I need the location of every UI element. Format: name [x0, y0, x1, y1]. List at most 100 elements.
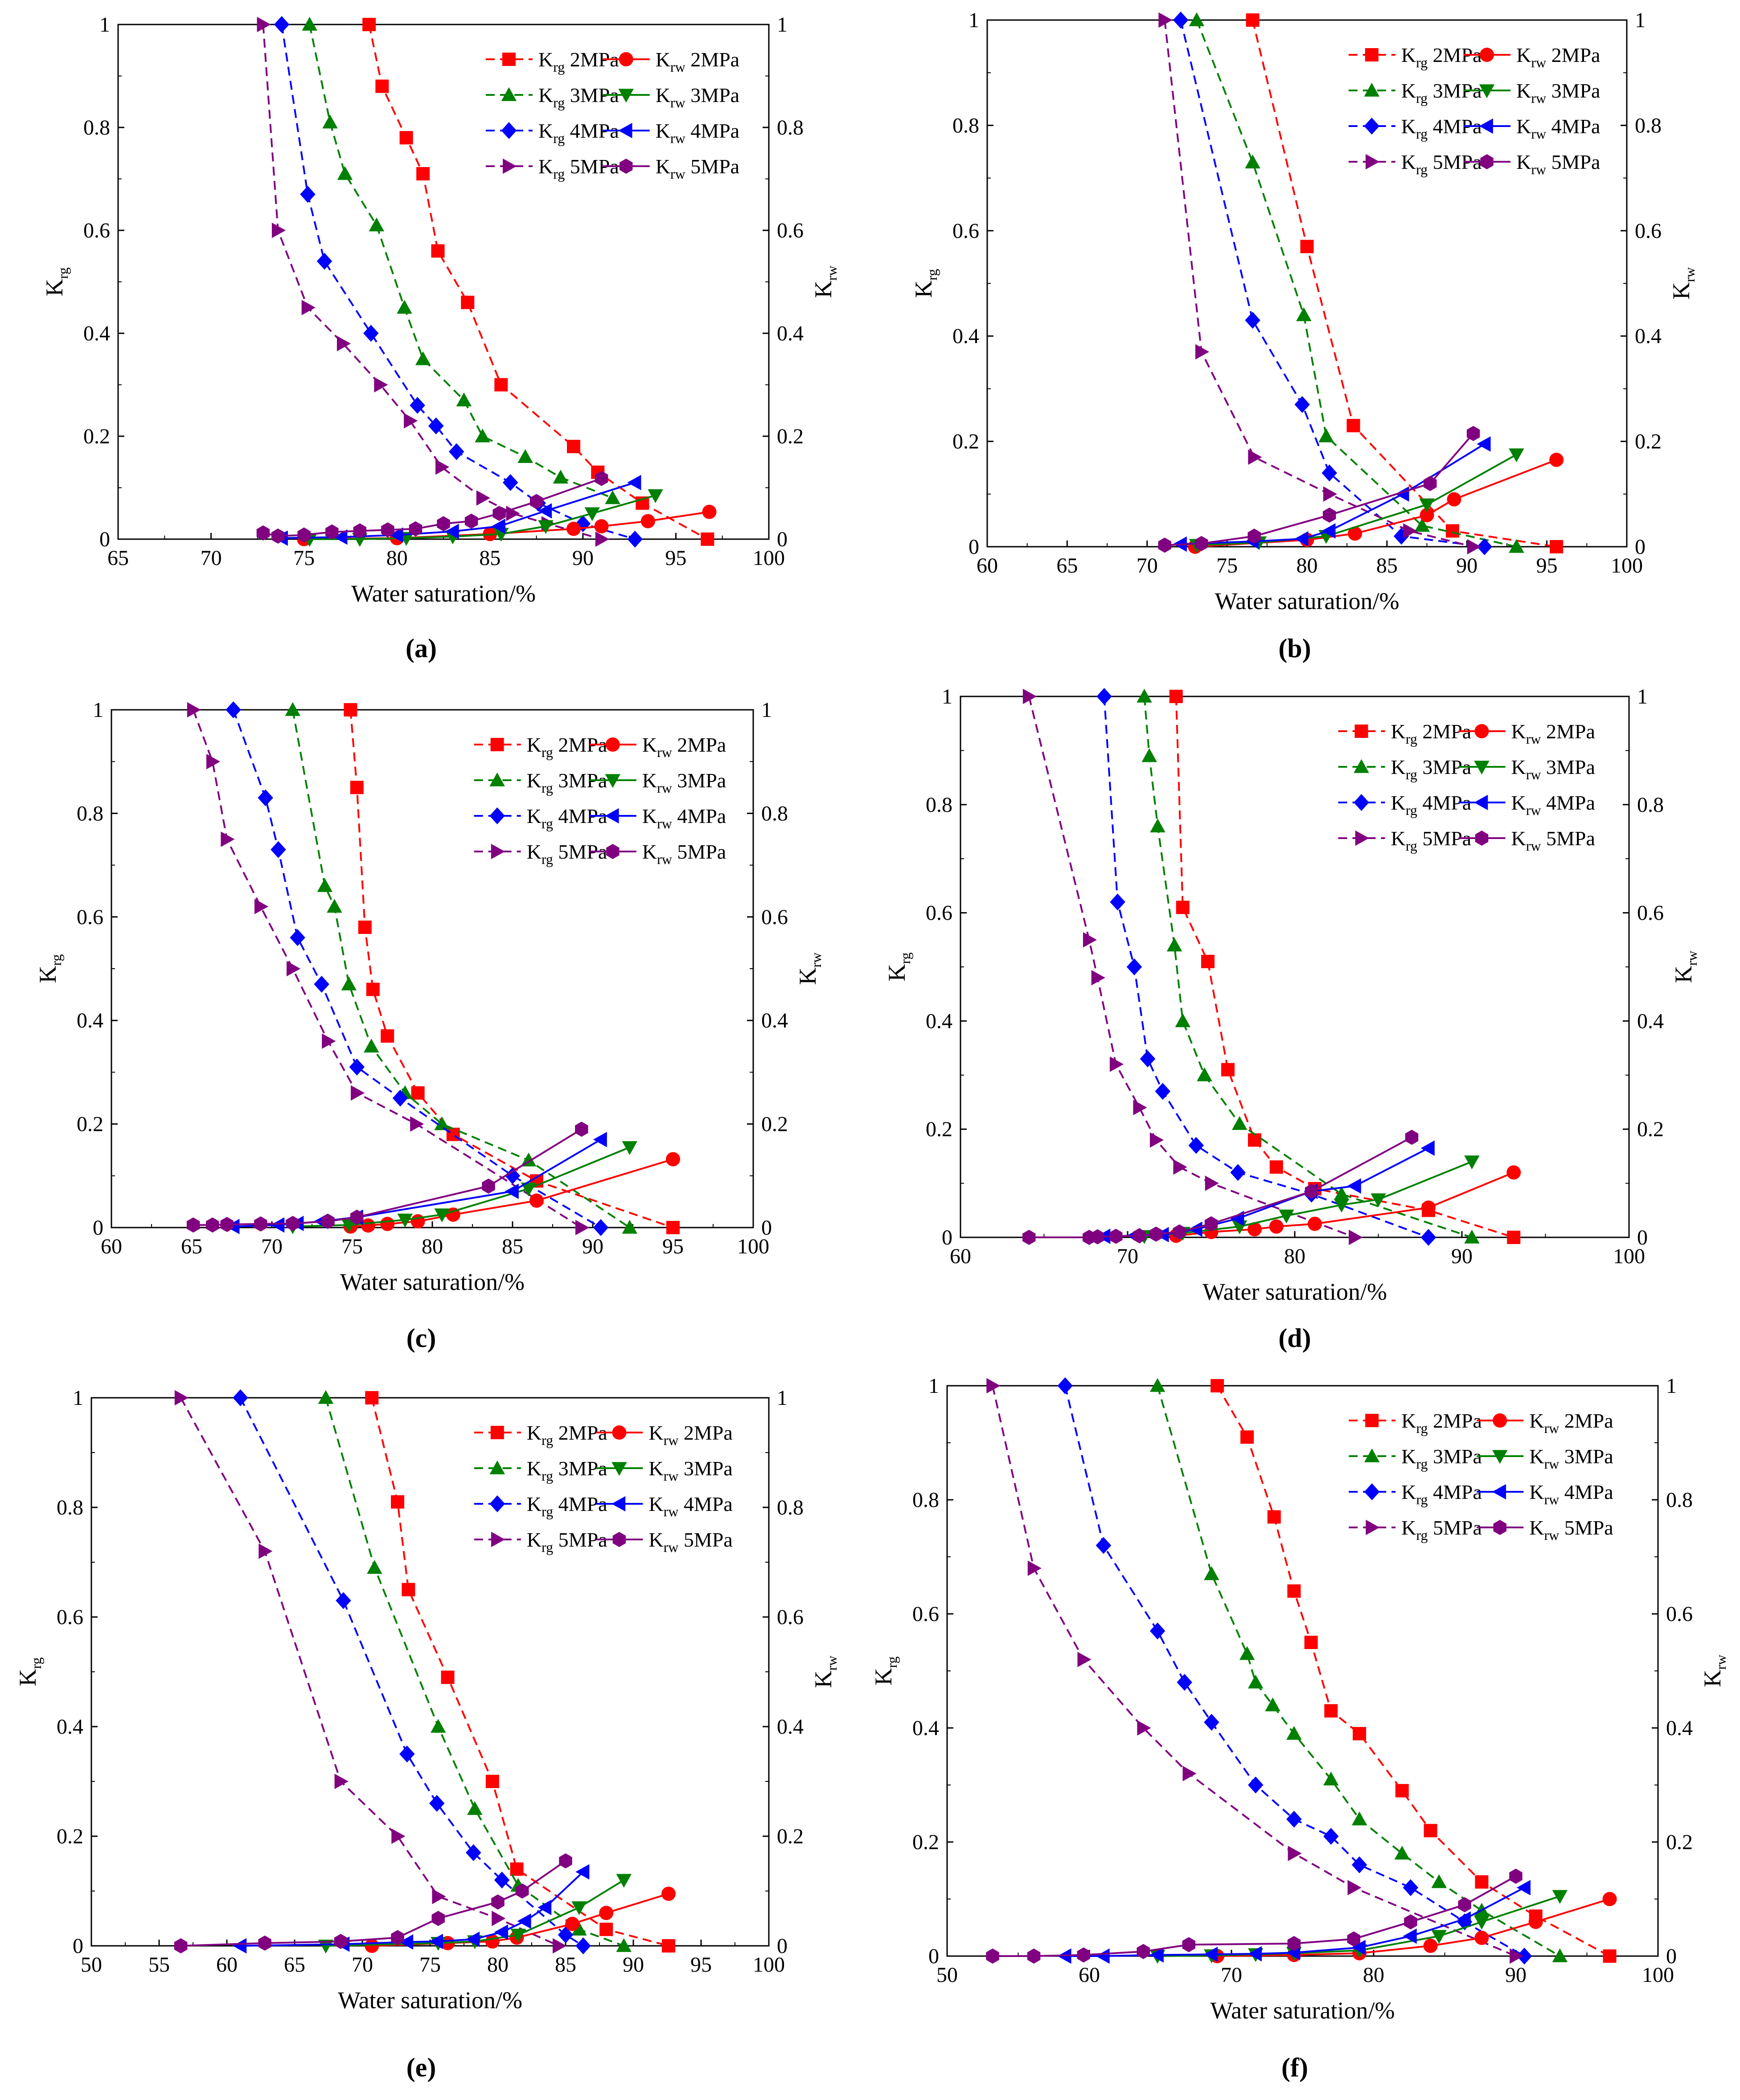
data-point — [1022, 1230, 1036, 1245]
data-point — [666, 1221, 680, 1234]
series-line — [993, 1875, 1516, 1957]
data-point — [349, 1058, 365, 1076]
series-line — [239, 1397, 584, 1947]
series-line — [292, 1146, 630, 1228]
y2-tick-label: 0 — [761, 1216, 772, 1240]
data-point — [701, 532, 714, 546]
legend-marker — [501, 87, 517, 101]
series-line — [1103, 696, 1429, 1238]
data-point — [1230, 1164, 1246, 1181]
y-tick-label: 0.6 — [926, 901, 952, 925]
data-point — [1424, 476, 1437, 491]
data-point — [1195, 344, 1209, 360]
legend-label: Krg 2MPa — [1401, 1409, 1482, 1436]
data-point — [256, 525, 270, 541]
data-point — [1424, 1824, 1437, 1838]
data-point — [1348, 526, 1362, 541]
data-point — [1149, 1622, 1165, 1640]
legend-label: Krg 4MPa — [1391, 791, 1472, 818]
y2-tick-label: 0 — [1666, 1944, 1677, 1968]
legend-marker — [1365, 48, 1379, 61]
data-point — [334, 1773, 349, 1789]
legend-marker — [1493, 1413, 1507, 1428]
data-point — [464, 513, 478, 529]
data-point — [492, 506, 506, 521]
data-point — [1232, 1116, 1248, 1130]
legend-label: Krw 2MPa — [1529, 1409, 1613, 1436]
x-axis-title: Water saturation/% — [351, 580, 536, 607]
legend-marker — [605, 737, 620, 752]
data-point — [1318, 428, 1334, 442]
x-tick-label: 95 — [665, 546, 686, 570]
legend-label: Krg 2MPa — [527, 1421, 607, 1448]
data-point — [1346, 419, 1360, 433]
data-point — [187, 702, 201, 718]
x-tick-label: 85 — [555, 1953, 576, 1977]
data-point — [397, 300, 412, 314]
legend-marker — [618, 123, 632, 139]
legend-label: Krw 5MPa — [1511, 827, 1595, 854]
legend-label: Krg 5MPa — [1401, 1516, 1482, 1543]
data-point — [491, 518, 505, 534]
data-point — [1248, 1133, 1261, 1147]
data-point — [1464, 1229, 1480, 1244]
data-point — [1248, 1222, 1262, 1236]
legend-marker — [1354, 759, 1369, 773]
data-point — [259, 1543, 273, 1559]
y2-tick-label: 0.4 — [1637, 1009, 1664, 1033]
x-tick-label: 80 — [487, 1953, 509, 1977]
legend-label: Krw 4MPa — [642, 805, 726, 831]
x-tick-label: 70 — [1221, 1963, 1242, 1987]
data-point — [517, 449, 533, 463]
series-line — [368, 24, 708, 540]
data-point — [274, 16, 290, 33]
x-axis-title: Water saturation/% — [338, 1987, 522, 2014]
x-tick-label: 100 — [753, 546, 785, 570]
series-line — [1157, 1385, 1560, 1957]
data-point — [1248, 1946, 1262, 1962]
data-point — [492, 1911, 506, 1926]
data-point — [1294, 396, 1310, 413]
y2-tick-label: 1 — [1637, 685, 1648, 708]
data-point — [599, 1923, 613, 1936]
data-point — [322, 115, 338, 129]
data-point — [366, 982, 380, 996]
x-axis-title: Water saturation/% — [1211, 1997, 1395, 2024]
data-point — [1323, 1828, 1339, 1845]
series-line — [1028, 696, 1355, 1238]
panel-label: (a) — [406, 634, 437, 663]
y-axis-title: Krg — [883, 952, 913, 981]
series-rw_5 — [174, 1853, 572, 1953]
data-point — [566, 521, 581, 536]
legend-label: Krw 3MPa — [648, 1457, 732, 1484]
data-point — [363, 1039, 379, 1053]
series-rw_5 — [1158, 426, 1480, 553]
data-point — [416, 167, 430, 180]
data-point — [399, 131, 413, 145]
y-tick-label: 0.6 — [77, 905, 103, 929]
data-point — [365, 1939, 379, 1953]
data-point — [1323, 508, 1336, 523]
data-point — [233, 1938, 247, 1954]
y2-tick-label: 0.2 — [777, 1825, 804, 1848]
data-point — [986, 1378, 1001, 1394]
legend-label: Krw 4MPa — [1516, 115, 1600, 142]
legend-marker — [503, 158, 517, 174]
panel-label: (c) — [406, 1323, 436, 1353]
series-line — [1104, 1147, 1429, 1237]
data-point — [1140, 1050, 1156, 1068]
legend-label: Krw 2MPa — [648, 1421, 732, 1448]
data-point — [1204, 1216, 1218, 1232]
data-point — [521, 1183, 537, 1197]
data-point — [595, 471, 608, 486]
series-rg_4 — [274, 16, 643, 548]
data-point — [271, 222, 286, 238]
data-point — [1420, 508, 1434, 523]
y-axis-title: Krg — [910, 269, 940, 298]
x-tick-label: 100 — [753, 1953, 785, 1977]
data-point — [336, 1592, 351, 1609]
data-point — [1149, 1947, 1164, 1963]
series-line — [1195, 459, 1557, 548]
legend: Krg 2MPa Krw 2MPa Krg 3MPa Krw 3MPa Krg 4MPa… — [1349, 1409, 1613, 1543]
legend-label: Krg 4MPa — [527, 805, 607, 831]
